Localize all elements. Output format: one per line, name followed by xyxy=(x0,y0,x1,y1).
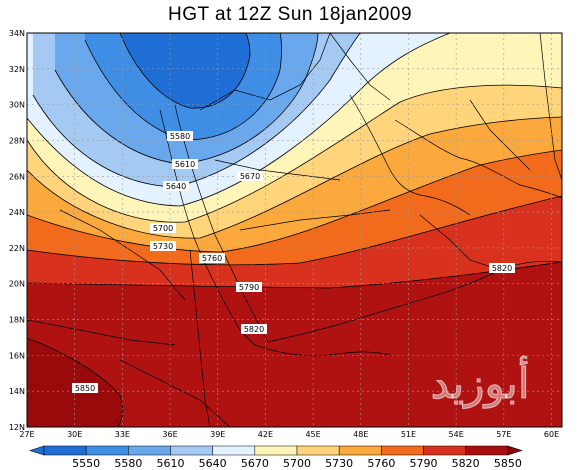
legend-label: 5610 xyxy=(157,457,185,470)
lon-tick-label: 45E xyxy=(305,430,320,439)
lat-tick-label: 30N xyxy=(9,101,25,110)
legend-swatch xyxy=(465,445,509,456)
band-5850-core xyxy=(27,338,123,427)
svg-text:5760: 5760 xyxy=(202,254,222,263)
color-legend: 5550 5580 5610 5640 5670 5700 5730 5760 5790 5820… xyxy=(29,445,523,470)
legend-swatch xyxy=(85,445,129,456)
contour-label: 5820 xyxy=(489,263,515,273)
legend-label: 5670 xyxy=(241,457,269,470)
latitude-ticks: 34N 32N 30N 28N 26N 24N 22N 20N 18N 16N 14N 12N xyxy=(9,29,25,432)
lat-tick-label: 16N xyxy=(9,351,25,360)
svg-text:5730: 5730 xyxy=(153,242,173,251)
legend-swatch xyxy=(338,445,382,456)
svg-text:5610: 5610 xyxy=(175,160,195,169)
legend-label: 5700 xyxy=(283,457,311,470)
lon-tick-label: 39E xyxy=(210,430,225,439)
legend-label: 5730 xyxy=(325,457,353,470)
coastlines xyxy=(27,33,562,427)
lon-tick-label: 27E xyxy=(19,430,34,439)
legend-swatch xyxy=(212,445,256,456)
contour-label: 5820 xyxy=(241,324,267,334)
longitude-ticks: 27E 30E 33E 36E 39E 42E 45E 48E 51E 54E 57E 60E xyxy=(19,430,559,439)
legend-label: 5550 xyxy=(72,457,100,470)
legend-swatch xyxy=(381,445,424,456)
contour-label: 5580 xyxy=(167,131,193,141)
legend-swatch xyxy=(43,445,87,456)
contour-lines xyxy=(27,33,562,427)
svg-text:5580: 5580 xyxy=(170,132,190,141)
contour-bands xyxy=(27,33,562,427)
contour-label: 5700 xyxy=(150,223,176,233)
contour-label: 5640 xyxy=(163,181,189,191)
svg-text:5670: 5670 xyxy=(240,172,260,181)
legend-label: 5850 xyxy=(494,457,522,470)
legend-arrow-left xyxy=(29,445,45,456)
svg-text:5820: 5820 xyxy=(244,325,264,334)
map-frame xyxy=(26,32,563,428)
svg-text:5850: 5850 xyxy=(75,384,95,393)
legend-swatch xyxy=(423,445,466,456)
watermark: أبوزيد xyxy=(430,356,529,408)
lat-tick-label: 28N xyxy=(9,136,25,145)
contour-label: 5730 xyxy=(150,241,176,251)
contour-label: 5670 xyxy=(237,171,263,181)
chart-title: HGT at 12Z Sun 18jan2009 xyxy=(167,4,413,25)
legend-label: 5820 xyxy=(452,457,480,470)
svg-text:5820: 5820 xyxy=(492,264,512,273)
lat-tick-label: 20N xyxy=(9,280,25,289)
legend-swatch xyxy=(254,445,298,456)
lon-tick-label: 30E xyxy=(67,430,82,439)
lat-tick-label: 14N xyxy=(9,387,25,396)
lon-tick-label: 51E xyxy=(401,430,416,439)
legend-swatch xyxy=(170,445,213,456)
lon-tick-label: 42E xyxy=(258,430,273,439)
lat-tick-label: 12N xyxy=(9,423,25,432)
contour-labels: 5580 5610 5640 5670 5700 5730 5760 5790 5820 5820… xyxy=(72,131,515,393)
legend-swatch xyxy=(296,445,340,456)
lat-tick-label: 26N xyxy=(9,172,25,181)
contour-label: 5610 xyxy=(172,159,198,169)
svg-text:5640: 5640 xyxy=(166,182,186,191)
lat-tick-label: 34N xyxy=(9,29,25,38)
lon-tick-label: 54E xyxy=(449,430,464,439)
contour-label: 5760 xyxy=(199,253,225,263)
legend-swatch xyxy=(128,445,171,456)
legend-label: 5790 xyxy=(410,457,438,470)
contour-label: 5850 xyxy=(72,383,98,393)
lat-tick-label: 24N xyxy=(9,208,25,217)
legend-arrow-right xyxy=(507,445,523,456)
svg-text:5790: 5790 xyxy=(239,283,259,292)
legend-label: 5760 xyxy=(367,457,395,470)
lon-tick-label: 60E xyxy=(544,430,559,439)
lat-tick-label: 18N xyxy=(9,316,25,325)
lon-tick-label: 33E xyxy=(115,430,130,439)
svg-text:5700: 5700 xyxy=(153,224,173,233)
legend-label: 5640 xyxy=(199,457,227,470)
legend-label: 5580 xyxy=(114,457,142,470)
lat-tick-label: 32N xyxy=(9,65,25,74)
lat-tick-label: 22N xyxy=(9,244,25,253)
lon-tick-label: 57E xyxy=(496,430,511,439)
contour-label: 5790 xyxy=(236,282,262,292)
lon-tick-label: 36E xyxy=(162,430,177,439)
lon-tick-label: 48E xyxy=(353,430,368,439)
